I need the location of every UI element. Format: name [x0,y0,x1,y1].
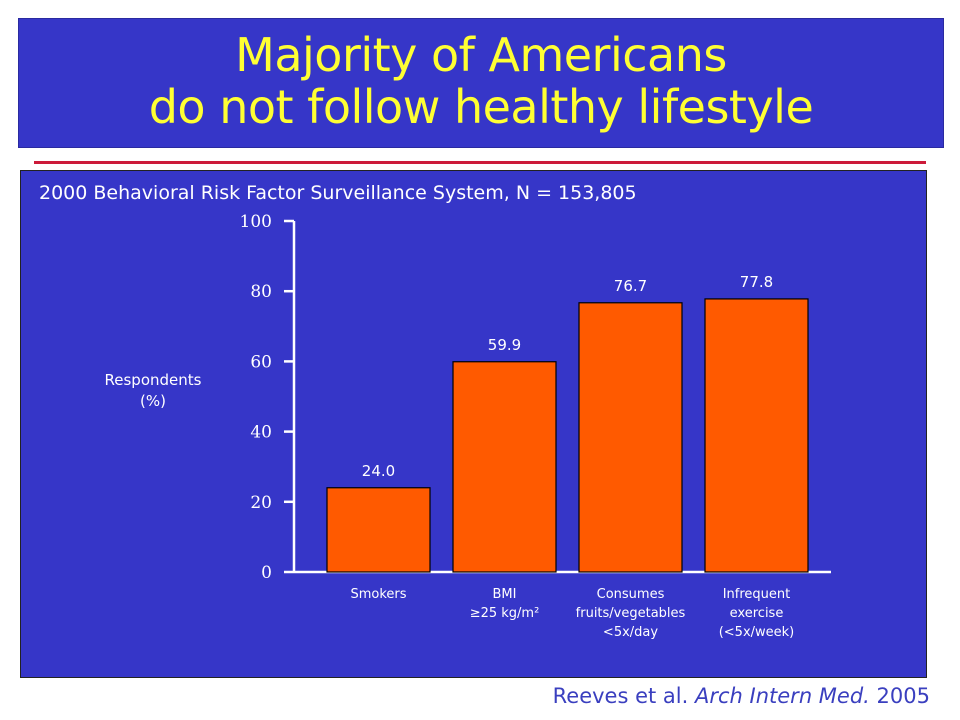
bar [704,298,809,573]
slide-title-line-1: Majority of Americans [235,28,727,82]
bar-value-label: 76.7 [614,277,647,295]
y-tick-label: 100 [240,212,272,232]
x-tick-label: fruits/vegetables [576,606,686,621]
bar [578,302,683,573]
y-axis-label-unit: (%) [140,392,166,410]
bar-value-label: 59.9 [488,336,521,354]
bar-chart: 2000 Behavioral Risk Factor Surveillance… [39,182,831,640]
bar-value-label: 77.8 [740,273,773,291]
x-tick-label: Infrequent [723,587,791,602]
y-tick-label: 20 [250,493,272,513]
citation: Reeves et al. Arch Intern Med. 2005 [553,684,930,708]
x-tick-label: BMI [493,587,517,602]
x-tick-label: ≥25 kg/m² [470,606,540,621]
bar [326,487,431,573]
y-tick-label: 0 [261,563,272,583]
x-tick-label: Smokers [350,587,406,602]
citation-year: 2005 [876,684,930,708]
x-tick-label: <5x/day [603,625,658,640]
bar [452,361,557,573]
y-tick-label: 60 [250,352,272,372]
y-axis-label: Respondents [105,371,202,389]
y-tick-label: 40 [250,423,272,443]
y-tick-label: 80 [250,282,272,302]
x-tick-label: (<5x/week) [719,625,795,640]
chart-title: 2000 Behavioral Risk Factor Surveillance… [39,182,637,204]
chart-panel: 2000 Behavioral Risk Factor Surveillance… [20,170,927,678]
bar-value-label: 24.0 [362,462,395,480]
divider-rule [34,161,926,164]
x-tick-label: Consumes [597,587,665,602]
x-tick-label: exercise [730,606,784,621]
slide-title-line-2: do not follow healthy lifestyle [148,80,814,134]
citation-journal: Arch Intern Med. [695,684,870,708]
citation-authors: Reeves et al. [552,684,689,708]
slide-title-box: Majority of Americans do not follow heal… [18,18,944,148]
